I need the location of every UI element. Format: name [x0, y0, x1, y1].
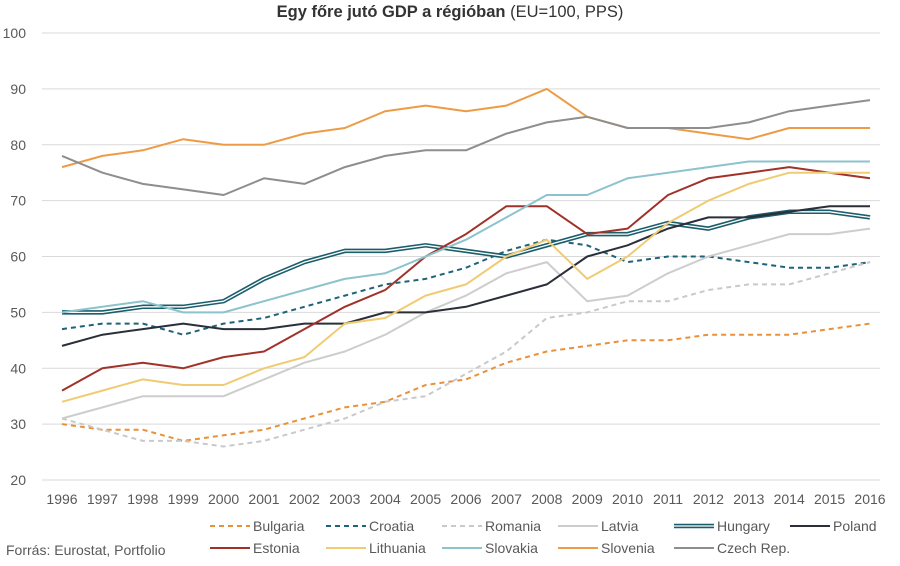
legend-item-croatia: Croatia	[326, 518, 414, 534]
x-tick-label: 2004	[370, 491, 401, 507]
series-line	[61, 166, 871, 392]
legend-item-poland: Poland	[790, 518, 877, 534]
legend-label: Latvia	[601, 518, 639, 534]
chart-title: Egy főre jutó GDP a régióban (EU=100, PP…	[0, 3, 900, 22]
legend-label: Poland	[833, 518, 877, 534]
series-line	[61, 87, 870, 169]
series-line	[61, 205, 870, 347]
y-tick-label: 90	[10, 81, 26, 97]
legend-label: Czech Rep.	[717, 540, 790, 556]
x-tick-label: 2001	[248, 491, 279, 507]
legend-item-czech-rep: Czech Rep.	[674, 540, 790, 556]
x-tick-label: 2007	[491, 491, 522, 507]
series-lithuania	[61, 171, 870, 403]
x-tick-label: 1999	[168, 491, 199, 507]
x-tick-label: 2009	[572, 491, 603, 507]
y-tick-label: 20	[10, 472, 26, 488]
x-tick-label: 2000	[208, 491, 239, 507]
series-line	[61, 171, 870, 403]
x-tick-label: 2005	[410, 491, 441, 507]
legend-label: Slovakia	[485, 540, 538, 556]
legend-item-slovakia: Slovakia	[442, 540, 538, 556]
y-tick-label: 100	[3, 25, 27, 41]
series-bulgaria	[61, 322, 871, 442]
legend-label: Romania	[485, 518, 541, 534]
series-line	[61, 99, 871, 196]
series-slovakia	[61, 160, 870, 314]
legend-item-hungary: Hungary	[674, 518, 770, 534]
source-note: Forrás: Eurostat, Portfolio	[6, 542, 166, 558]
x-tick-label: 2011	[653, 491, 683, 507]
series-romania	[61, 261, 871, 448]
legend-item-latvia: Latvia	[558, 518, 639, 534]
x-tick-label: 2006	[450, 491, 481, 507]
legend-item-lithuania: Lithuania	[326, 540, 426, 556]
y-tick-label: 70	[10, 193, 26, 209]
x-tick-label: 2015	[814, 491, 845, 507]
x-tick-label: 1997	[87, 491, 118, 507]
series-line	[61, 322, 871, 442]
legend-label: Croatia	[369, 518, 414, 534]
series-line-inner	[62, 211, 871, 314]
legend-label: Estonia	[253, 540, 300, 556]
series-line	[61, 227, 871, 420]
legend-label: Lithuania	[369, 540, 426, 556]
x-tick-label: 2016	[854, 491, 885, 507]
x-tick-label: 1996	[46, 491, 77, 507]
legend-item-estonia: Estonia	[210, 540, 300, 556]
x-tick-label: 2010	[612, 491, 643, 507]
axes: 20 30 40 50 60 70 80 90 100 1996 1997 1998 1999 2000 2…	[3, 25, 886, 507]
y-tick-label: 50	[10, 304, 26, 320]
x-tick-label: 2012	[693, 491, 724, 507]
series-lines	[61, 87, 871, 448]
chart-subtitle: (EU=100, PPS)	[510, 3, 624, 21]
chart-title-main: Egy főre jutó GDP a régióban	[276, 3, 506, 21]
y-tick-label: 60	[10, 249, 26, 265]
y-tick-label: 40	[10, 360, 26, 376]
series-hungary	[62, 209, 871, 315]
series-estonia	[61, 166, 871, 392]
series-line	[61, 238, 871, 336]
series-line	[61, 160, 870, 314]
legend-label: Slovenia	[601, 540, 655, 556]
gridlines	[42, 32, 880, 481]
x-tick-label: 2008	[531, 491, 562, 507]
series-line	[61, 261, 871, 448]
x-tick-label: 2014	[774, 491, 805, 507]
legend-label: Hungary	[717, 518, 770, 534]
legend-label: Bulgaria	[253, 518, 305, 534]
y-tick-label: 80	[10, 137, 26, 153]
series-slovenia	[61, 87, 870, 169]
x-tick-label: 2013	[733, 491, 764, 507]
series-latvia	[61, 227, 871, 420]
legend-item-romania: Romania	[442, 518, 541, 534]
legend-item-slovenia: Slovenia	[558, 540, 655, 556]
x-tick-label: 2002	[289, 491, 320, 507]
y-tick-label: 30	[10, 416, 26, 432]
series-czech-rep	[61, 99, 871, 196]
series-croatia	[61, 238, 871, 336]
legend: Bulgaria Croatia Romania Latvia Hungary Polan…	[210, 518, 877, 556]
x-tick-label: 1998	[127, 491, 158, 507]
x-tick-label: 2003	[329, 491, 360, 507]
series-poland	[61, 205, 870, 347]
legend-item-bulgaria: Bulgaria	[210, 518, 305, 534]
